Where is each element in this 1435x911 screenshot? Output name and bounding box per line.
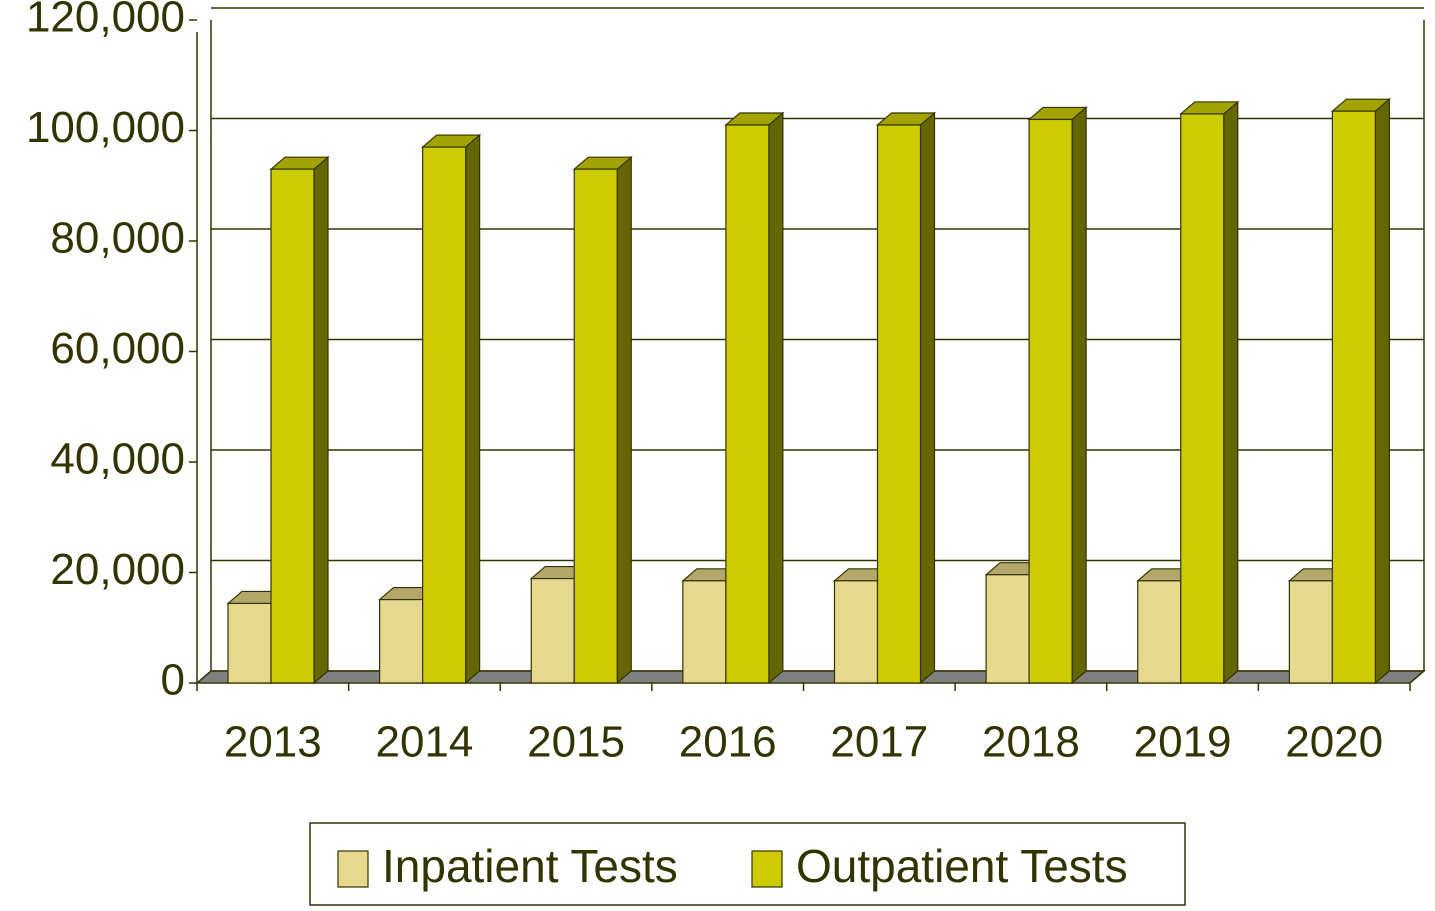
bar-side: [465, 133, 481, 685]
y-tick-label: 120,000: [26, 0, 185, 42]
bar: [422, 146, 467, 684]
bar-side: [313, 155, 329, 685]
y-tick-label: 40,000: [50, 435, 185, 484]
legend-label: Inpatient Tests: [382, 840, 678, 892]
bar: [833, 580, 879, 684]
legend-label: Outpatient Tests: [796, 840, 1128, 892]
legend-swatch: [337, 850, 369, 888]
x-tick-label: 2013: [224, 718, 322, 767]
bar: [876, 124, 922, 684]
legend-box: [309, 822, 1186, 906]
bar: [530, 577, 575, 684]
bar: [725, 124, 770, 684]
bar-side: [919, 111, 936, 685]
y-tick-label: 20,000: [50, 545, 185, 594]
bar-side: [1223, 100, 1239, 685]
legend-swatch: [751, 850, 783, 888]
bar: [227, 602, 272, 684]
bar: [573, 168, 618, 684]
bar-side: [616, 155, 632, 685]
bar-side: [1374, 97, 1390, 685]
bar: [985, 574, 1030, 684]
bar-side: [1071, 106, 1087, 685]
bar: [682, 580, 727, 684]
bar: [1288, 580, 1333, 684]
bar-side: [768, 111, 784, 685]
x-tick-label: 2014: [375, 718, 473, 767]
bar: [1028, 118, 1073, 684]
bar: [379, 598, 424, 684]
bar: [270, 168, 315, 684]
x-tick-label: 2020: [1285, 718, 1383, 767]
x-tick-label: 2015: [527, 718, 625, 767]
x-tick-label: 2016: [679, 718, 777, 767]
bar: [1331, 110, 1376, 684]
bar: [1137, 580, 1182, 684]
x-tick-label: 2019: [1134, 718, 1232, 767]
y-tick-label: 80,000: [50, 214, 185, 263]
y-tick-label: 60,000: [50, 324, 185, 373]
y-tick-label: 0: [161, 656, 185, 705]
y-tick-label: 100,000: [26, 103, 185, 152]
x-tick-label: 2017: [830, 718, 928, 767]
bar: [1180, 113, 1225, 684]
x-tick-label: 2018: [982, 718, 1080, 767]
